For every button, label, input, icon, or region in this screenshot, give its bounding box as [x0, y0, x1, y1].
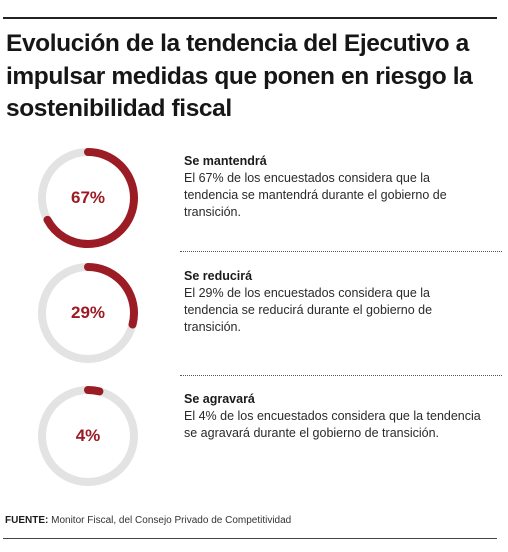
donut-svg — [38, 148, 138, 248]
donut-value-label: 4% — [75, 426, 101, 445]
chart-title: Evolución de la tendencia del Ejecutivo … — [6, 30, 473, 122]
donut-arc — [38, 148, 138, 248]
source-label: FUENTE: — [5, 515, 49, 526]
result-text: Se agravará El 4% de los encuestados con… — [184, 391, 484, 442]
donut-value-label: 67% — [70, 188, 106, 207]
result-description: El 67% de los encuestados considera que … — [184, 171, 447, 219]
donut-chart: 67% — [34, 144, 142, 252]
result-text: Se reducirá El 29% de los encuestados co… — [184, 268, 484, 336]
top-rule — [3, 17, 497, 19]
result-heading: Se agravará — [184, 392, 255, 406]
donut-chart: 29% — [34, 259, 142, 367]
divider — [180, 375, 502, 376]
donut-arc — [38, 263, 138, 363]
donut-chart: 4% — [34, 382, 142, 490]
result-heading: Se reducirá — [184, 269, 253, 283]
result-text: Se mantendrá El 67% de los encuestados c… — [184, 153, 484, 221]
result-item-reducira: 29% Se reducirá El 29% de los encuestado… — [0, 259, 508, 375]
result-item-agravara: 4% Se agravará El 4% de los encuestados … — [0, 382, 508, 498]
source-text: Monitor Fiscal, del Consejo Privado de C… — [51, 515, 292, 526]
result-description: El 4% de los encuestados considera que l… — [184, 409, 481, 440]
donut-value-label: 29% — [70, 303, 106, 322]
divider — [180, 251, 502, 252]
result-description: El 29% de los encuestados considera que … — [184, 286, 433, 334]
source-note: FUENTE: Monitor Fiscal, del Consejo Priv… — [5, 514, 291, 527]
donut-arc — [38, 386, 138, 486]
bottom-rule — [3, 538, 497, 539]
result-heading: Se mantendrá — [184, 154, 267, 168]
donut-svg — [38, 386, 138, 486]
donut-svg — [38, 263, 138, 363]
result-item-mantendra: 67% Se mantendrá El 67% de los encuestad… — [0, 144, 508, 260]
